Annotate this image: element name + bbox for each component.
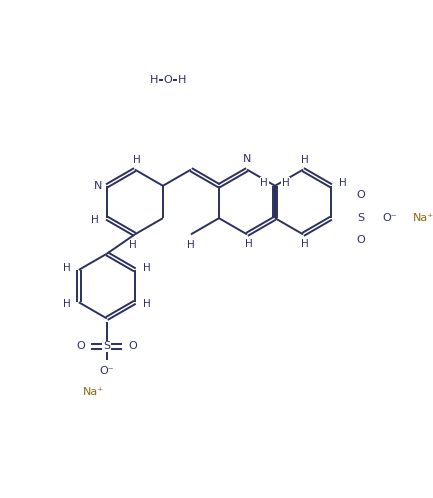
Text: O: O — [164, 75, 172, 85]
Text: O: O — [76, 341, 85, 351]
Text: O: O — [356, 235, 365, 245]
Text: H: H — [63, 263, 71, 273]
Text: O⁻: O⁻ — [100, 366, 114, 376]
Text: O: O — [356, 190, 365, 200]
Text: H: H — [282, 178, 290, 188]
Text: H: H — [129, 240, 136, 250]
Text: N: N — [243, 154, 251, 164]
Text: H: H — [132, 154, 140, 165]
Text: H: H — [142, 263, 150, 273]
Text: H: H — [91, 215, 99, 225]
Text: H: H — [63, 299, 71, 309]
Text: H: H — [301, 240, 308, 249]
Text: Na⁺: Na⁺ — [413, 213, 433, 223]
Text: S: S — [103, 341, 110, 351]
Text: H: H — [246, 240, 253, 249]
Text: H: H — [178, 75, 186, 85]
Text: H: H — [187, 240, 195, 250]
Text: N: N — [94, 181, 102, 191]
Text: O: O — [129, 341, 137, 351]
Text: Na⁺: Na⁺ — [82, 387, 103, 397]
Text: O⁻: O⁻ — [382, 213, 397, 223]
Text: H: H — [142, 299, 150, 309]
Text: H: H — [301, 154, 308, 165]
Text: S: S — [357, 213, 364, 223]
Text: H: H — [260, 178, 268, 188]
Text: H: H — [339, 178, 346, 188]
Text: H: H — [150, 75, 158, 85]
